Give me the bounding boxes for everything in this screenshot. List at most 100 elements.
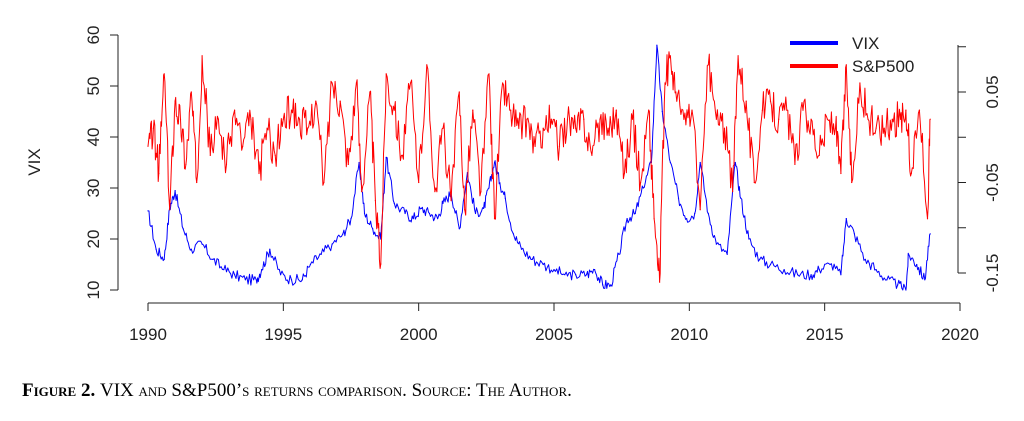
data-point — [845, 218, 847, 220]
data-point — [575, 127, 577, 129]
data-point — [350, 218, 352, 220]
data-point — [737, 55, 739, 57]
data-point — [201, 55, 203, 57]
y-right-tick-label: 0.05 — [983, 75, 1002, 108]
data-point — [163, 73, 165, 75]
data-point — [753, 181, 755, 184]
data-point — [266, 127, 268, 129]
data-point — [810, 274, 812, 276]
data-point — [355, 82, 357, 84]
data-point — [190, 248, 192, 250]
data-point — [385, 73, 387, 75]
data-point — [810, 118, 812, 120]
y-right-tick-label: -0.05 — [983, 163, 1002, 202]
data-point — [510, 109, 512, 111]
data-point — [512, 233, 515, 235]
data-point — [594, 269, 596, 271]
data-point — [599, 118, 601, 120]
data-point — [458, 91, 460, 93]
data-point — [217, 118, 219, 120]
data-point — [669, 161, 672, 164]
y-ticks-right: -0.15 -0.05 0.05 — [958, 46, 1002, 292]
data-point — [434, 191, 436, 193]
legend: VIX S&P500 — [790, 34, 914, 76]
data-point — [380, 263, 382, 265]
data-point — [818, 269, 820, 271]
data-point — [859, 82, 861, 84]
data-point — [851, 181, 853, 184]
data-point — [886, 279, 888, 281]
data-point — [483, 207, 485, 209]
data-point — [797, 274, 799, 276]
data-point — [715, 243, 718, 245]
data-point — [585, 274, 588, 276]
data-point — [412, 218, 414, 220]
data-point — [550, 118, 552, 120]
data-point — [683, 118, 685, 120]
data-point — [745, 100, 747, 102]
data-point — [908, 253, 910, 255]
data-point — [502, 82, 504, 84]
data-point — [542, 263, 544, 266]
data-point — [269, 248, 271, 250]
data-point — [826, 118, 829, 120]
axes: 1990 1995 2000 2005 2010 2015 2020 10 20 30 40 50 6… — [84, 26, 1002, 344]
data-point — [518, 127, 520, 129]
data-point — [591, 154, 593, 156]
data-point — [618, 253, 620, 255]
data-point — [558, 145, 561, 147]
data-point — [526, 118, 528, 120]
data-point — [783, 269, 785, 271]
data-point — [307, 127, 309, 129]
data-point — [420, 207, 422, 209]
data-point — [196, 181, 198, 184]
data-point — [631, 118, 634, 120]
data-point — [190, 91, 192, 93]
data-point — [282, 118, 284, 120]
data-point — [615, 109, 617, 111]
y-left-tick-label: 60 — [84, 26, 103, 45]
data-point — [664, 82, 666, 84]
data-point — [534, 145, 536, 147]
data-point — [290, 109, 293, 111]
chart: 1990 1995 2000 2005 2010 2015 2020 10 20 30 40 50 6… — [25, 26, 1002, 344]
data-point — [829, 263, 831, 266]
data-point — [472, 109, 474, 111]
data-point — [274, 154, 276, 156]
y-left-tick-label: 50 — [84, 77, 103, 96]
data-point — [488, 73, 490, 75]
data-point — [761, 109, 764, 111]
data-point — [290, 279, 293, 281]
data-point — [694, 212, 696, 215]
data-point — [209, 154, 211, 156]
data-point — [474, 212, 477, 215]
figure-caption: Figure 2. VIX and S&P500’s returns compa… — [22, 380, 572, 402]
data-point — [393, 202, 395, 204]
data-point — [442, 202, 444, 204]
data-point — [158, 172, 160, 175]
data-point — [864, 258, 866, 260]
data-point — [905, 109, 907, 111]
series-line-s-p500 — [147, 51, 931, 283]
data-point — [504, 197, 506, 199]
x-tick-label: 2015 — [806, 325, 844, 344]
x-ticks: 1990 1995 2000 2005 2010 2015 2020 — [129, 303, 979, 344]
data-point — [480, 191, 482, 193]
data-point — [607, 127, 609, 129]
data-point — [255, 279, 257, 281]
data-point — [244, 279, 246, 281]
data-point — [867, 118, 869, 120]
data-point — [769, 100, 772, 102]
data-point — [699, 209, 701, 211]
data-point — [726, 253, 728, 255]
series-layer — [147, 44, 931, 291]
y-left-tick-label: 20 — [84, 230, 103, 249]
y-ticks-left: 10 20 30 40 50 60 — [84, 26, 118, 299]
data-point — [883, 127, 885, 129]
data-point — [342, 233, 344, 235]
data-point — [250, 118, 252, 120]
data-point — [428, 212, 431, 215]
data-point — [163, 258, 165, 260]
data-point — [564, 274, 566, 276]
x-tick-label: 1990 — [129, 325, 167, 344]
